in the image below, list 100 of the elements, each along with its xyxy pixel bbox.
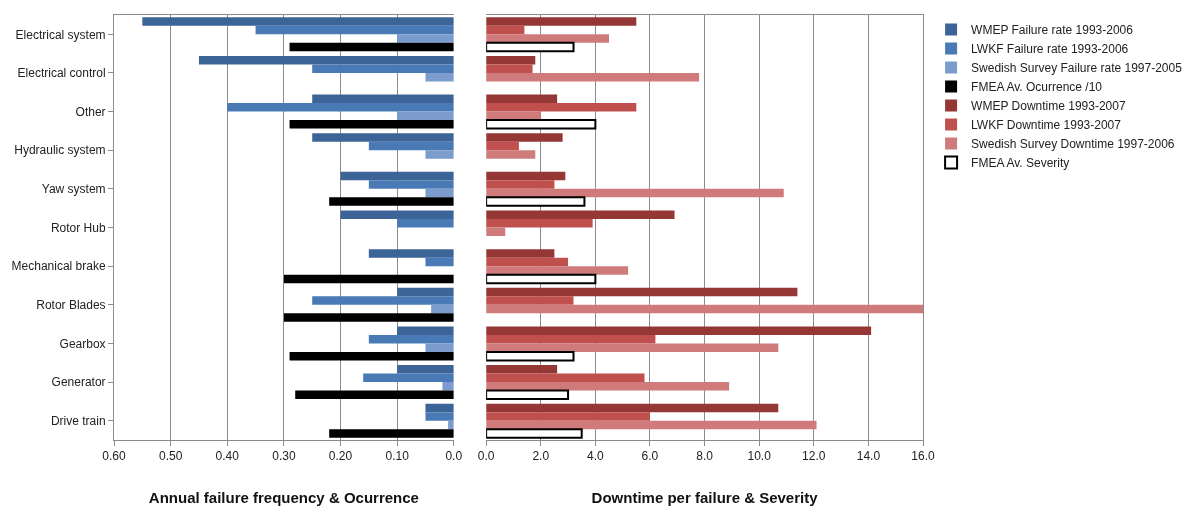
bar bbox=[486, 428, 583, 439]
bar bbox=[486, 257, 569, 267]
bar bbox=[442, 382, 454, 391]
legend-label: FMEA Av. Ocurrence /10 bbox=[971, 80, 1103, 95]
x-axis-title: Annual failure frequency & Ocurrence bbox=[148, 489, 419, 507]
x-tick-label: 0.50 bbox=[158, 449, 183, 464]
bar bbox=[431, 304, 454, 314]
x-tick-label: 12.0 bbox=[802, 449, 826, 464]
bar bbox=[486, 210, 675, 219]
x-tick-label: 14.0 bbox=[856, 449, 881, 464]
y-tick-label: Gearbox bbox=[59, 336, 106, 351]
bar bbox=[283, 313, 454, 322]
x-tick-label: 10.0 bbox=[747, 449, 772, 464]
bar bbox=[425, 188, 454, 198]
bar bbox=[486, 119, 597, 130]
bar bbox=[368, 334, 454, 344]
bar bbox=[486, 326, 872, 335]
bar bbox=[486, 64, 533, 73]
bar bbox=[486, 72, 700, 82]
bar bbox=[486, 219, 593, 228]
bar bbox=[486, 34, 610, 43]
y-tick-label: Rotor Blades bbox=[36, 297, 106, 312]
x-tick-label: 0.30 bbox=[272, 449, 296, 464]
bar bbox=[486, 334, 656, 344]
legend-label: Swedish Survey Failure rate 1997-2005 bbox=[971, 61, 1183, 76]
bar bbox=[312, 296, 454, 305]
bar bbox=[340, 171, 454, 181]
bar bbox=[368, 141, 454, 151]
x-tick-label: 2.0 bbox=[532, 449, 550, 464]
bar bbox=[142, 17, 454, 26]
y-tick-label: Electrical control bbox=[17, 66, 106, 81]
bar bbox=[486, 150, 536, 159]
legend-label: Swedish Survey Downtime 1997-2006 bbox=[971, 137, 1175, 152]
bar bbox=[312, 94, 454, 104]
bar bbox=[397, 111, 454, 121]
bar bbox=[486, 304, 923, 314]
bar bbox=[486, 273, 597, 285]
bar bbox=[486, 196, 586, 207]
bar bbox=[312, 64, 454, 73]
bar bbox=[486, 382, 730, 391]
bar bbox=[486, 350, 575, 362]
bar bbox=[425, 343, 454, 352]
bar bbox=[486, 287, 798, 297]
bar bbox=[486, 373, 645, 383]
bar bbox=[397, 219, 454, 228]
x-tick-label: 0.10 bbox=[385, 449, 410, 464]
bar bbox=[486, 103, 637, 112]
bar bbox=[486, 412, 650, 421]
bar bbox=[289, 351, 454, 361]
x-tick-label: 0.20 bbox=[328, 449, 353, 464]
bar bbox=[486, 188, 784, 198]
x-tick-label: 0.0 bbox=[445, 449, 463, 464]
bar bbox=[425, 257, 454, 267]
text: FMEA Av. Severity bbox=[971, 156, 1070, 171]
y-tick-label: Generator bbox=[51, 375, 106, 390]
y-tick-label: Other bbox=[75, 104, 106, 119]
bar bbox=[329, 429, 454, 438]
x-tick-label: 0.40 bbox=[215, 449, 240, 464]
bar bbox=[368, 180, 454, 189]
bar bbox=[486, 41, 575, 53]
bar bbox=[486, 141, 519, 151]
x-tick-label: 0.60 bbox=[102, 449, 126, 464]
bar bbox=[486, 403, 779, 413]
bar bbox=[486, 296, 574, 305]
bar bbox=[486, 249, 555, 258]
bar bbox=[486, 365, 558, 374]
bar bbox=[289, 120, 454, 129]
bar bbox=[397, 34, 454, 43]
bar bbox=[486, 343, 779, 352]
legend-label: LWKF Failure rate 1993-2006 bbox=[971, 42, 1129, 57]
bar bbox=[425, 403, 454, 413]
bar bbox=[283, 274, 454, 284]
x-axis-title: Downtime per failure & Severity bbox=[591, 489, 819, 507]
bar bbox=[486, 171, 566, 181]
bar bbox=[198, 55, 454, 65]
y-tick-label: Electrical system bbox=[15, 27, 106, 42]
x-tick-label: 16.0 bbox=[911, 449, 935, 464]
bar bbox=[486, 389, 570, 401]
bar bbox=[486, 25, 525, 35]
bar bbox=[295, 390, 454, 400]
bar bbox=[329, 197, 454, 206]
bar bbox=[397, 326, 454, 335]
bar bbox=[227, 103, 454, 112]
x-tick-label: 8.0 bbox=[696, 449, 714, 464]
bar bbox=[397, 365, 454, 374]
legend-label: LWKF Downtime 1993-2007 bbox=[971, 118, 1122, 133]
x-tick-label: 0.0 bbox=[477, 449, 495, 464]
bar bbox=[340, 210, 454, 219]
bar bbox=[486, 420, 817, 430]
x-tick-label: 6.0 bbox=[641, 449, 659, 464]
bar bbox=[425, 412, 454, 421]
legend-label: WMEP Failure rate 1993-2006 bbox=[971, 23, 1134, 38]
bar bbox=[289, 42, 454, 52]
bar bbox=[486, 94, 558, 104]
bar bbox=[486, 266, 629, 275]
bar bbox=[486, 55, 536, 65]
bar bbox=[486, 133, 563, 142]
bar bbox=[368, 249, 454, 258]
y-tick-label: Hydraulic system bbox=[14, 143, 106, 158]
bar bbox=[312, 133, 454, 142]
